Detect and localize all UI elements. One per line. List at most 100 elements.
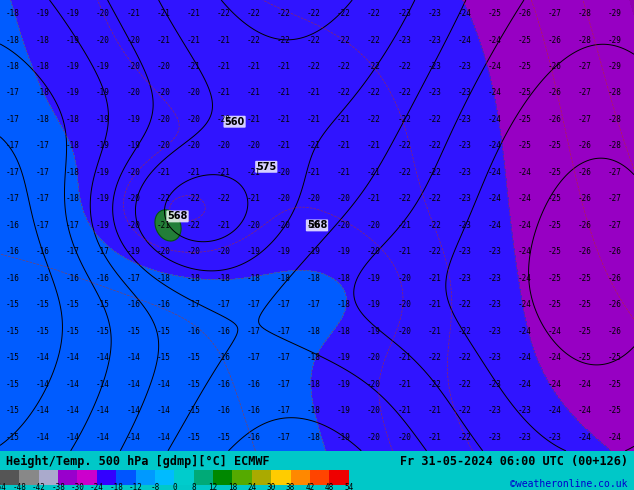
Text: -20: -20 <box>157 142 170 150</box>
Text: -21: -21 <box>186 9 200 18</box>
Text: -21: -21 <box>307 142 321 150</box>
Text: -26: -26 <box>608 327 622 336</box>
Text: -27: -27 <box>608 221 622 230</box>
Text: -20: -20 <box>217 142 230 150</box>
Text: -17: -17 <box>66 221 80 230</box>
Text: -20: -20 <box>157 62 170 71</box>
Text: -21: -21 <box>398 406 411 416</box>
Text: -20: -20 <box>217 115 230 124</box>
Text: -20: -20 <box>398 327 411 336</box>
Text: -20: -20 <box>186 89 200 98</box>
Text: -17: -17 <box>186 300 200 309</box>
Text: -26: -26 <box>548 115 562 124</box>
Text: -24: -24 <box>518 168 531 177</box>
Text: -24: -24 <box>488 62 501 71</box>
Text: -18: -18 <box>66 115 80 124</box>
Text: -22: -22 <box>217 195 230 203</box>
Text: -14: -14 <box>66 406 80 416</box>
Text: -23: -23 <box>518 433 531 442</box>
Text: -29: -29 <box>608 62 622 71</box>
Text: -20: -20 <box>126 89 140 98</box>
Text: -12: -12 <box>129 483 143 490</box>
Text: -21: -21 <box>186 35 200 45</box>
Text: -42: -42 <box>32 483 46 490</box>
Text: 48: 48 <box>325 483 334 490</box>
Text: 0: 0 <box>172 483 177 490</box>
Text: -16: -16 <box>217 327 230 336</box>
Text: -20: -20 <box>367 221 381 230</box>
Text: -25: -25 <box>578 353 592 362</box>
Text: -15: -15 <box>157 327 170 336</box>
Text: -24: -24 <box>458 35 471 45</box>
Bar <box>136 470 155 485</box>
Text: -17: -17 <box>277 300 290 309</box>
Text: -23: -23 <box>398 35 411 45</box>
Text: -15: -15 <box>186 406 200 416</box>
Text: -24: -24 <box>578 406 592 416</box>
Text: -26: -26 <box>548 62 562 71</box>
Text: -21: -21 <box>247 62 261 71</box>
Text: -21: -21 <box>398 380 411 389</box>
Text: -24: -24 <box>518 327 531 336</box>
Text: -22: -22 <box>427 195 441 203</box>
Text: -19: -19 <box>367 300 381 309</box>
Text: -20: -20 <box>96 35 110 45</box>
Text: -16: -16 <box>66 274 80 283</box>
Text: -20: -20 <box>157 247 170 256</box>
Text: -18: -18 <box>157 274 170 283</box>
Text: -19: -19 <box>66 62 80 71</box>
Text: -28: -28 <box>608 115 622 124</box>
Text: -24: -24 <box>488 221 501 230</box>
Text: -23: -23 <box>488 380 501 389</box>
Text: ©weatheronline.co.uk: ©weatheronline.co.uk <box>510 479 628 489</box>
Text: -22: -22 <box>427 353 441 362</box>
Text: -24: -24 <box>488 142 501 150</box>
Text: -25: -25 <box>608 380 622 389</box>
Text: -22: -22 <box>337 35 351 45</box>
Text: -18: -18 <box>337 300 351 309</box>
Text: -18: -18 <box>307 406 321 416</box>
Text: -25: -25 <box>608 406 622 416</box>
Text: 12: 12 <box>209 483 217 490</box>
Text: -22: -22 <box>367 89 381 98</box>
Bar <box>174 470 194 485</box>
Text: -17: -17 <box>96 247 110 256</box>
Text: -23: -23 <box>458 142 471 150</box>
Text: -24: -24 <box>548 380 562 389</box>
Bar <box>155 470 174 485</box>
Text: -25: -25 <box>488 9 501 18</box>
Text: -22: -22 <box>367 62 381 71</box>
Bar <box>77 470 97 485</box>
Text: -15: -15 <box>6 327 20 336</box>
Text: -25: -25 <box>518 62 531 71</box>
Text: -21: -21 <box>367 195 381 203</box>
Text: -22: -22 <box>367 115 381 124</box>
Text: -20: -20 <box>126 221 140 230</box>
Text: -19: -19 <box>126 142 140 150</box>
Text: -21: -21 <box>277 89 290 98</box>
Text: -14: -14 <box>96 353 110 362</box>
Text: -22: -22 <box>186 221 200 230</box>
Text: -24: -24 <box>518 353 531 362</box>
Text: -23: -23 <box>488 300 501 309</box>
Text: -22: -22 <box>398 115 411 124</box>
Text: -15: -15 <box>36 300 49 309</box>
Text: -22: -22 <box>458 327 471 336</box>
Text: -17: -17 <box>6 168 20 177</box>
Text: -26: -26 <box>578 195 592 203</box>
Text: -21: -21 <box>337 142 351 150</box>
Bar <box>213 470 233 485</box>
Bar <box>20 470 39 485</box>
Text: -23: -23 <box>427 62 441 71</box>
Text: -21: -21 <box>126 9 140 18</box>
Text: -20: -20 <box>186 115 200 124</box>
Text: -17: -17 <box>6 115 20 124</box>
Text: -21: -21 <box>247 89 261 98</box>
Bar <box>310 470 329 485</box>
Text: -18: -18 <box>6 9 20 18</box>
Text: -21: -21 <box>367 142 381 150</box>
Text: -20: -20 <box>157 89 170 98</box>
Text: -21: -21 <box>307 115 321 124</box>
Text: -23: -23 <box>398 9 411 18</box>
Text: -19: -19 <box>36 9 49 18</box>
